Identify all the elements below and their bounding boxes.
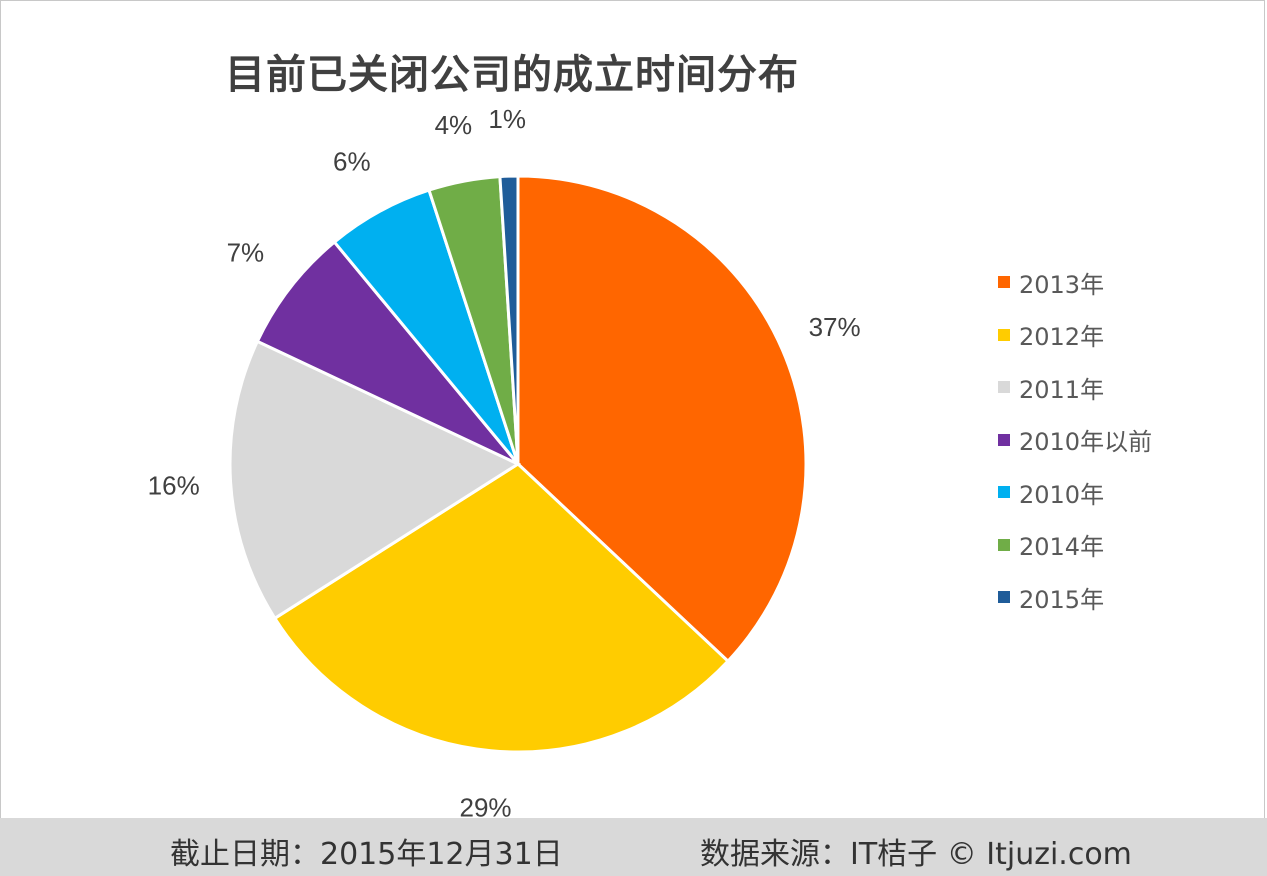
legend-swatch-4 [998, 486, 1010, 499]
chart-title: 目前已关闭公司的成立时间分布 [225, 52, 799, 98]
data-source-text: 数据来源：IT桔子 © Itjuzi.com [700, 837, 1132, 872]
cutoff-date-text: 截止日期：2015年12月31日 [170, 837, 563, 872]
footer-bar: 截止日期：2015年12月31日 数据来源：IT桔子 © Itjuzi.com [0, 818, 1267, 876]
legend-item-3: 2010年以前 [998, 414, 1152, 467]
legend-label-6: 2015年 [1019, 585, 1105, 614]
chart-legend: 2013年 2012年 2011年 2010年以前 2010年 2014年 2015年 [998, 256, 1152, 624]
legend-label-4: 2010年 [1019, 480, 1105, 509]
legend-swatch-3 [998, 433, 1010, 446]
data-label-0: 37% [809, 312, 861, 342]
legend-item-0: 2013年 [998, 256, 1152, 309]
data-label-5: 4% [435, 110, 473, 140]
legend-item-4: 2010年 [998, 466, 1152, 519]
data-label-2: 16% [148, 471, 200, 501]
legend-swatch-5 [998, 538, 1010, 551]
legend-item-1: 2012年 [998, 309, 1152, 362]
legend-label-5: 2014年 [1019, 533, 1105, 562]
pie-slice-2 [228, 339, 522, 621]
pie-slice-1 [272, 462, 731, 754]
legend-label-3: 2010年以前 [1019, 428, 1153, 457]
legend-swatch-0 [998, 276, 1010, 289]
pie-slice-3 [255, 239, 520, 466]
chart-frame [0, 0, 1265, 818]
legend-item-5: 2014年 [998, 519, 1152, 572]
legend-swatch-6 [998, 591, 1010, 604]
legend-label-1: 2012年 [1019, 323, 1105, 352]
data-label-3: 7% [227, 238, 265, 268]
legend-item-6: 2015年 [998, 571, 1152, 624]
pie-slice-0 [516, 174, 808, 664]
legend-label-0: 2013年 [1019, 270, 1105, 299]
legend-swatch-1 [998, 328, 1010, 341]
data-label-6: 1% [488, 104, 526, 134]
data-label-1: 29% [460, 792, 512, 818]
data-label-4: 6% [333, 147, 371, 177]
pie-slice-6 [498, 174, 520, 465]
pie-chart: 37% 29% 16% 7% 6% 4% 1% [148, 104, 861, 818]
legend-label-2: 2011年 [1019, 375, 1105, 404]
legend-item-2: 2011年 [998, 361, 1152, 414]
legend-swatch-2 [998, 381, 1010, 394]
